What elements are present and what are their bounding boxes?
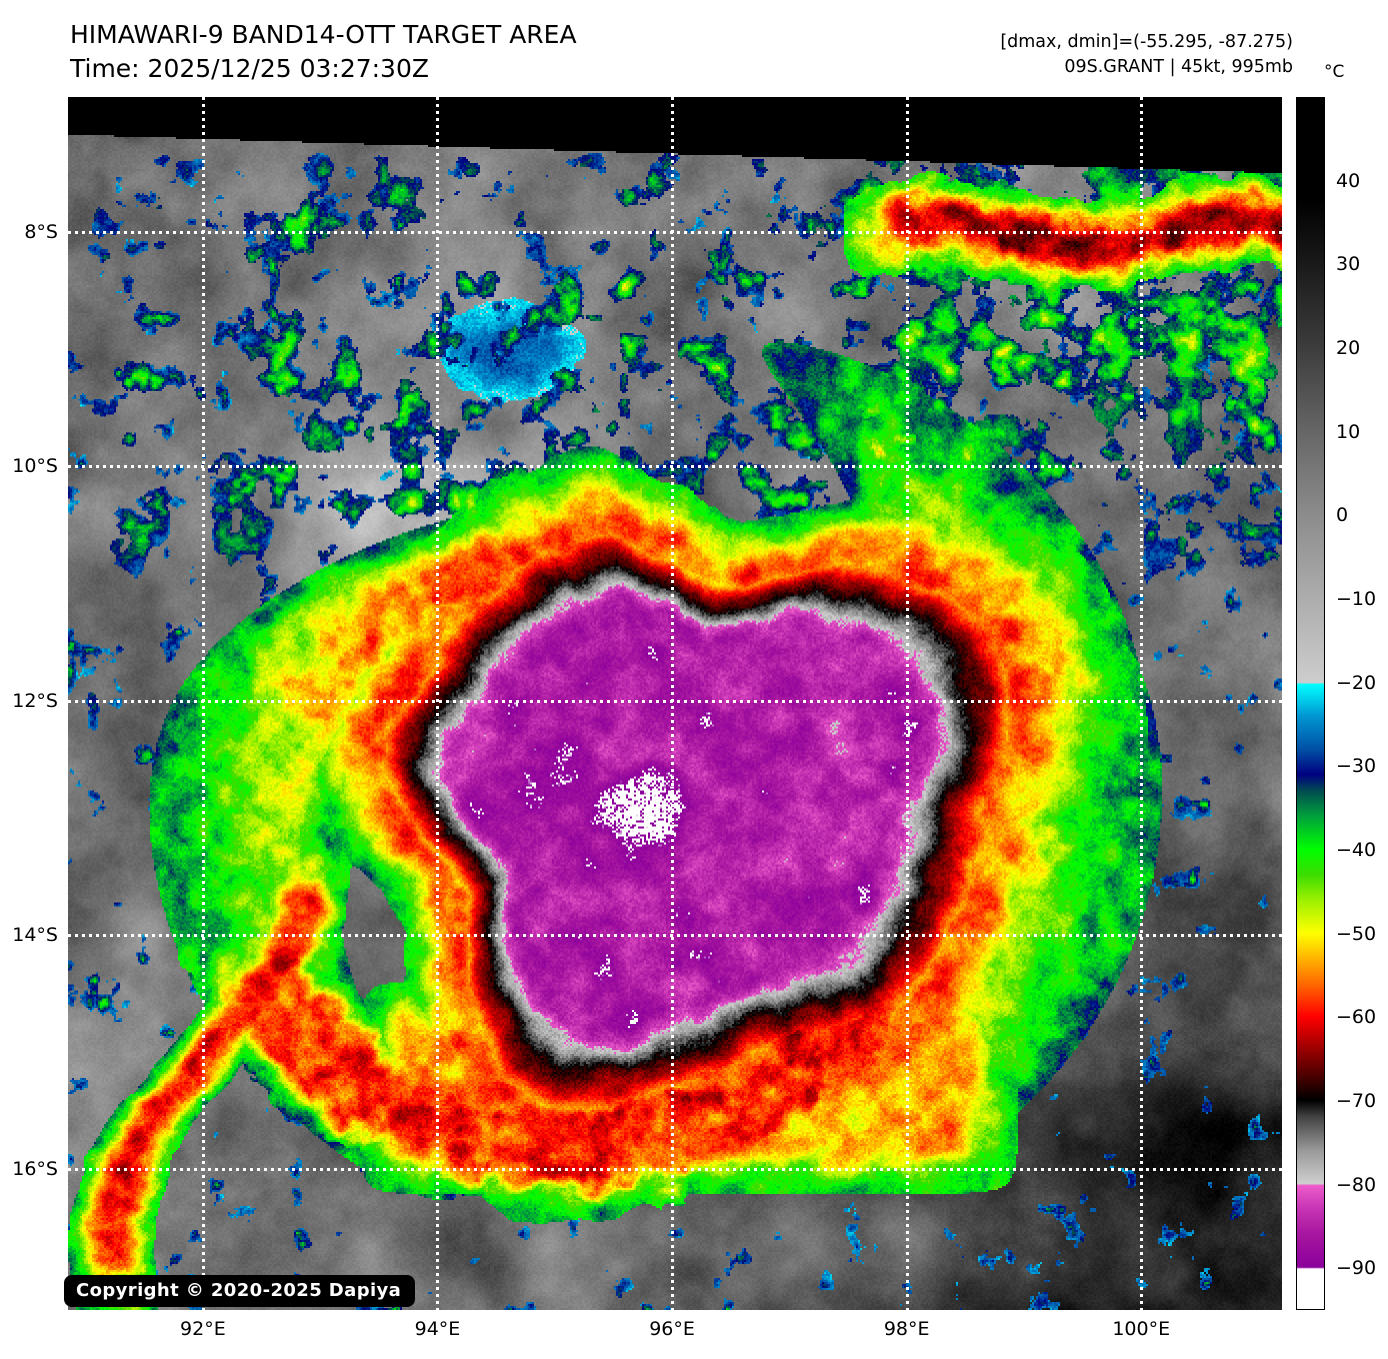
xtick-label: 100°E (1112, 1318, 1171, 1340)
satellite-imagery-canvas (68, 97, 1282, 1310)
page-title: HIMAWARI-9 BAND14-OTT TARGET AREA (70, 20, 577, 49)
storm-info-label: 09S.GRANT | 45kt, 995mb (1064, 57, 1293, 78)
xtick-label: 94°E (414, 1318, 461, 1340)
colorbar-tick-label: 30 (1336, 253, 1361, 276)
colorbar-tick-label: 10 (1336, 420, 1361, 443)
colorbar-tick-label: −90 (1336, 1257, 1377, 1280)
copyright-watermark: Copyright © 2020-2025 Dapiya (64, 1275, 416, 1307)
ytick-label: 14°S (12, 923, 58, 946)
colorbar-tick-label: −30 (1336, 755, 1377, 778)
header-metadata-block: [dmax, dmin]=(-55.295, -87.275) 09S.GRAN… (1000, 30, 1293, 81)
colorbar-tick-label: −20 (1336, 671, 1377, 694)
colorbar-tick-label: −40 (1336, 838, 1377, 861)
ytick-label: 12°S (12, 689, 58, 712)
ytick-label: 8°S (24, 220, 58, 243)
header-title-block: HIMAWARI-9 BAND14-OTT TARGET AREA Time: … (70, 18, 577, 86)
colorbar-tick-label: −80 (1336, 1173, 1377, 1196)
colorbar-tick-label: 0 (1336, 504, 1349, 527)
temperature-colorbar (1296, 97, 1325, 1310)
colorbar-tick-label: −50 (1336, 922, 1377, 945)
colorbar-tick-label: −10 (1336, 587, 1377, 610)
xtick-label: 98°E (883, 1318, 930, 1340)
ytick-label: 10°S (12, 455, 58, 478)
xtick-label: 92°E (180, 1318, 226, 1340)
colorbar-tick-label: −70 (1336, 1089, 1377, 1112)
data-range-label: [dmax, dmin]=(-55.295, -87.275) (1000, 32, 1293, 52)
timestamp-label: Time: 2025/12/25 03:27:30Z (70, 53, 429, 83)
xtick-label: 96°E (649, 1318, 695, 1340)
colorbar-tick-label: 20 (1336, 336, 1361, 359)
satellite-image-plot (68, 97, 1282, 1310)
ytick-label: 16°S (12, 1158, 58, 1181)
colorbar-tick-label: −60 (1336, 1006, 1377, 1029)
colorbar-tick-label: 40 (1336, 169, 1361, 192)
colorbar-unit-label: °C (1324, 62, 1345, 82)
colorbar-gradient (1297, 98, 1324, 1309)
